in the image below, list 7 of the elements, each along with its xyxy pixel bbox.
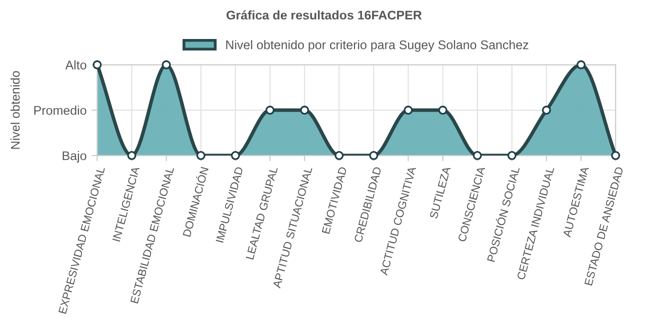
x-tick-label: LEALTAD GRUPAL	[246, 166, 278, 260]
category-label: Promedio	[34, 106, 86, 115]
y-axis-title: Nivel obtenido	[10, 71, 20, 149]
chart-title: Gráfica de resultados 16FACPER	[226, 10, 422, 20]
category-label: Alto	[65, 60, 86, 70]
category-label: Bajo	[62, 150, 86, 163]
legend-label: Nivel obtenido por criterio para Sugey Solano Sanchez	[226, 40, 528, 52]
